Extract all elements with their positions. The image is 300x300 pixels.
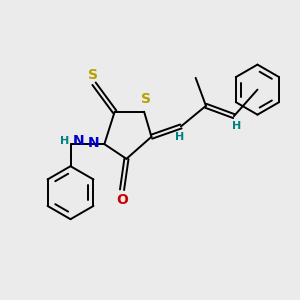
Text: S: S — [88, 68, 98, 82]
Text: H: H — [60, 136, 69, 146]
Text: O: O — [116, 193, 128, 207]
Text: H: H — [175, 132, 184, 142]
Text: S: S — [142, 92, 152, 106]
Text: N: N — [73, 134, 85, 148]
Text: H: H — [232, 122, 242, 131]
Text: N: N — [87, 136, 99, 150]
